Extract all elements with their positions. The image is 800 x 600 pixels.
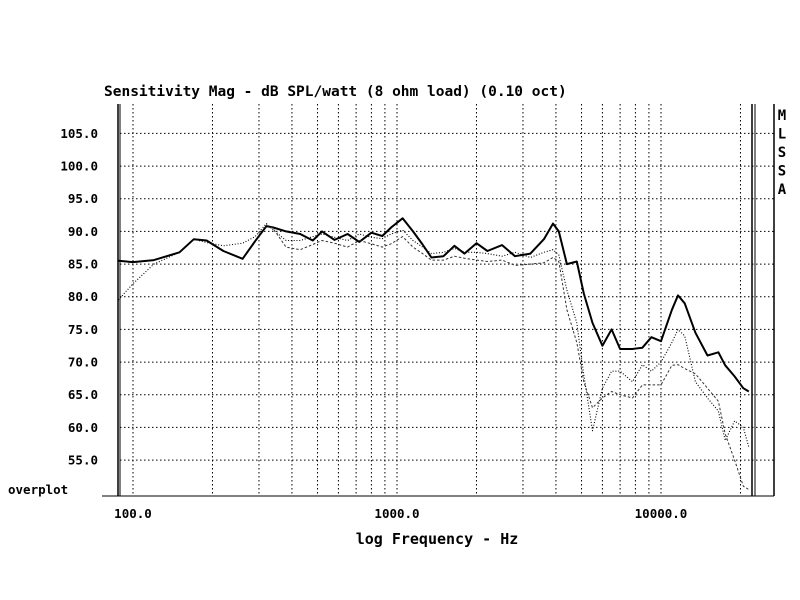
series-lines (117, 217, 750, 490)
y-tick-label: 90.0 (68, 224, 98, 239)
y-tick-label: 60.0 (68, 420, 98, 435)
plot-area (102, 104, 775, 497)
x-tick-labels: 100.0 1000.0 10000.0 (114, 506, 687, 521)
x-tick-label: 100.0 (114, 506, 152, 521)
y-tick-label: 100.0 (60, 159, 98, 174)
y-tick-label: 80.0 (68, 289, 98, 304)
x-tick-label: 10000.0 (635, 506, 688, 521)
side-label-letter: L (778, 127, 786, 143)
series-line-3 (266, 224, 750, 490)
y-tick-label: 70.0 (68, 355, 98, 370)
series-line-1 (118, 217, 750, 393)
y-tick-label: 55.0 (68, 453, 98, 468)
y-tick-label: 105.0 (60, 126, 98, 141)
chart-title: Sensitivity Mag - dB SPL/watt (8 ohm loa… (104, 84, 567, 100)
side-label-letter: A (778, 182, 787, 198)
y-tick-label: 85.0 (68, 257, 98, 272)
y-tick-label: 95.0 (68, 191, 98, 206)
x-tick-label: 1000.0 (374, 506, 419, 521)
y-tick-label: 65.0 (68, 387, 98, 402)
y-tick-label: 75.0 (68, 322, 98, 337)
y-tick-labels: 105.0 100.0 95.0 90.0 85.0 80.0 75.0 70.0 65.0 60… (60, 126, 98, 468)
side-label-letter: S (778, 164, 786, 180)
side-label-letter: S (778, 145, 786, 161)
corner-label: overplot (8, 482, 68, 497)
side-label-letter: M (778, 108, 786, 124)
x-axis-label: log Frequency - Hz (356, 530, 519, 548)
